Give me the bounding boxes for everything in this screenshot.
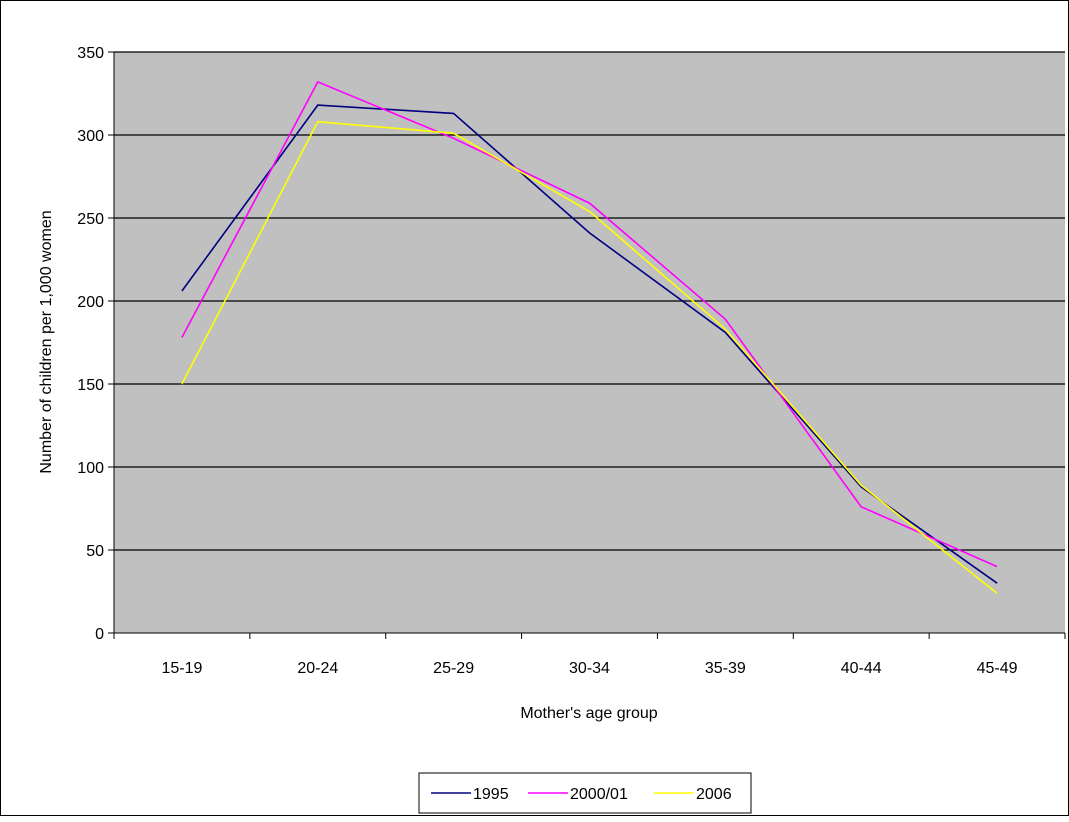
y-tick-label: 100 — [77, 460, 104, 477]
x-tick-label: 30-34 — [569, 660, 610, 677]
y-tick-label: 0 — [95, 626, 104, 643]
legend-label: 2006 — [696, 786, 732, 803]
plot-area — [114, 52, 1065, 633]
x-tick-label: 40-44 — [841, 660, 882, 677]
series-layer — [181, 80, 998, 594]
x-tick-label: 35-39 — [705, 660, 746, 677]
y-tick-label: 50 — [86, 543, 104, 560]
legend-box — [418, 772, 752, 814]
x-axis-label: Mother's age group — [520, 705, 657, 722]
legend: 1995 2000/01 2006 — [418, 772, 752, 814]
x-tick-label: 25-29 — [433, 660, 474, 677]
x-tick-label: 15-19 — [161, 660, 202, 677]
y-tick-label: 250 — [77, 211, 104, 228]
series-line-1995 — [181, 104, 998, 584]
x-tick-label: 20-24 — [297, 660, 338, 677]
y-tick-label: 150 — [77, 377, 104, 394]
axes — [108, 51, 1066, 639]
gridlines — [114, 51, 1065, 551]
series-line-2006 — [181, 120, 998, 594]
tick-labels: 0 50 100 150 200 250 300 350 15-19 20-24 25-29 30-3… — [77, 45, 1017, 677]
y-tick-label: 300 — [77, 128, 104, 145]
y-tick-label: 200 — [77, 294, 104, 311]
x-tick-label: 45-49 — [977, 660, 1018, 677]
series-line-2000-01 — [181, 80, 998, 568]
y-axis-label: Number of children per 1,000 women — [38, 210, 55, 473]
y-tick-label: 350 — [77, 45, 104, 62]
legend-label: 2000/01 — [570, 786, 628, 803]
legend-label: 1995 — [473, 786, 509, 803]
